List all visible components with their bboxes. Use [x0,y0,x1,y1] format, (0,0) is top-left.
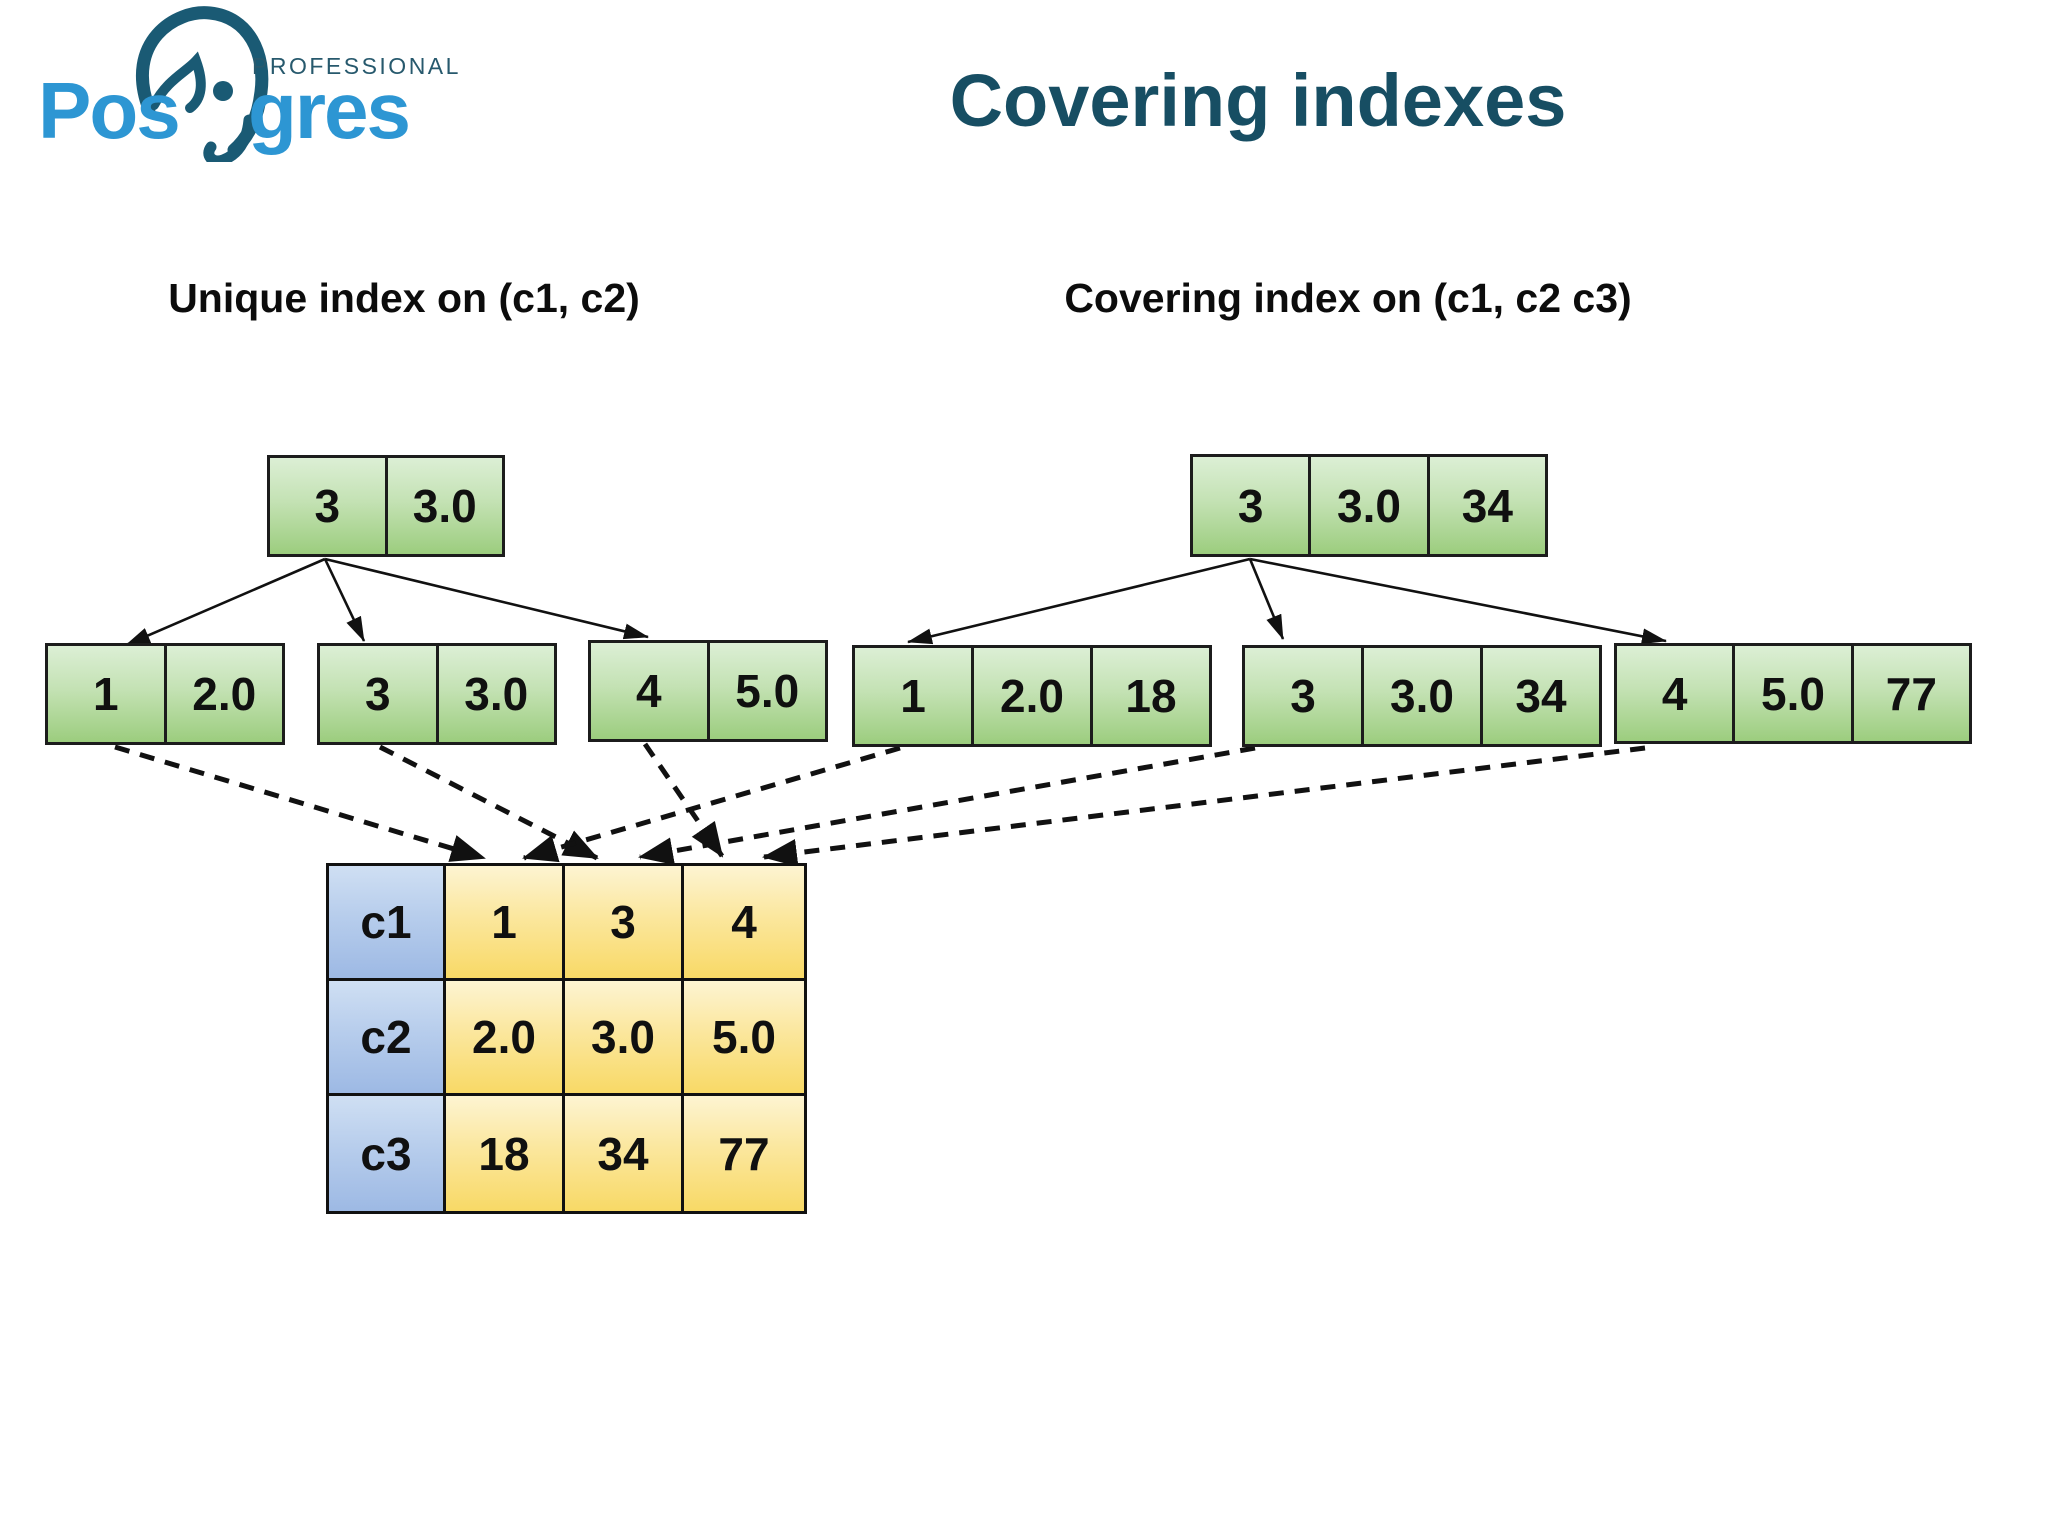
left-leaf-node-1: 1 2.0 [45,643,285,745]
table-value-cell: 2.0 [446,981,565,1096]
right-leaf-node-2: 3 3.0 34 [1242,645,1602,747]
index-cell: 2.0 [971,648,1090,744]
table-header-cell: c2 [329,981,446,1096]
heap-table: c1 1 3 4 c2 2.0 3.0 5.0 c3 18 34 77 [326,863,807,1214]
table-header-cell: c1 [329,866,446,981]
solid-arrow-left-root-to-leaf3 [324,557,649,640]
index-cell: 3 [1193,457,1309,554]
index-cell: 3 [270,458,385,554]
dashed-arrow-left-leaf2-to-table [378,744,599,861]
index-cell: 34 [1426,457,1545,554]
table-value-cell: 77 [684,1096,804,1211]
index-cell: 34 [1480,648,1599,744]
table-value-cell: 5.0 [684,981,804,1096]
index-cell: 1 [855,648,971,744]
table-value-cell: 3.0 [565,981,684,1096]
index-cell: 4 [1617,646,1733,741]
index-cell: 1 [48,646,164,742]
logo-text-professional: PROFESSIONAL [252,53,461,79]
solid-arrow-left-root-to-leaf1 [125,557,326,647]
elephant-trunk [203,114,255,162]
table-header-cell: c3 [329,1096,446,1211]
dashed-arrow-left-leaf3-to-table [642,742,725,858]
logo-text-gres: gres [248,66,409,155]
postgres-professional-logo: Pos gres PROFESSIONAL [38,6,461,162]
index-cell: 5.0 [1732,646,1851,741]
left-root-node: 3 3.0 [267,455,505,557]
solid-arrow-right-root-to-leaf3 [1249,557,1667,645]
index-cell: 2.0 [163,646,282,742]
elephant-ear-fold [149,51,206,113]
solid-arrow-left-root-to-leaf2 [323,558,366,642]
dashed-arrow-left-leaf1-to-table [114,744,486,862]
table-value-cell: 18 [446,1096,565,1211]
elephant-eye [213,81,233,101]
table-value-cell: 4 [684,866,804,981]
covering-index-label: Covering index on (c1, c2 c3) [1064,275,1632,321]
left-leaf-node-2: 3 3.0 [317,643,557,745]
index-cell: 77 [1850,646,1969,741]
index-cell: 4 [591,643,707,739]
solid-arrow-right-root-to-leaf2 [1248,558,1285,640]
left-leaf-node-3: 4 5.0 [588,640,828,742]
index-cell: 3.0 [435,646,554,742]
table-value-cell: 3 [565,866,684,981]
dashed-arrow-right-leaf1-to-table [522,745,901,863]
logo-text-pos: Pos [38,66,179,155]
right-root-node: 3 3.0 34 [1190,454,1548,557]
solid-arrow-right-root-to-leaf1 [907,557,1251,645]
right-leaf-node-1: 1 2.0 18 [852,645,1212,747]
index-cell: 5.0 [706,643,825,739]
table-value-cell: 34 [565,1096,684,1211]
dashed-arrow-right-leaf3-to-table [762,745,1646,867]
page-title: Covering indexes [949,59,1567,142]
dashed-arrow-right-leaf2-to-table [638,745,1256,866]
right-leaf-node-3: 4 5.0 77 [1614,643,1972,744]
postgres-elephant-icon [136,6,269,162]
index-cell: 18 [1090,648,1209,744]
index-cell: 3 [320,646,436,742]
table-value-cell: 1 [446,866,565,981]
index-cell: 3.0 [1308,457,1427,554]
index-cell: 3.0 [384,458,502,554]
unique-index-label: Unique index on (c1, c2) [168,275,640,321]
index-cell: 3 [1245,648,1361,744]
index-cell: 3.0 [1361,648,1480,744]
